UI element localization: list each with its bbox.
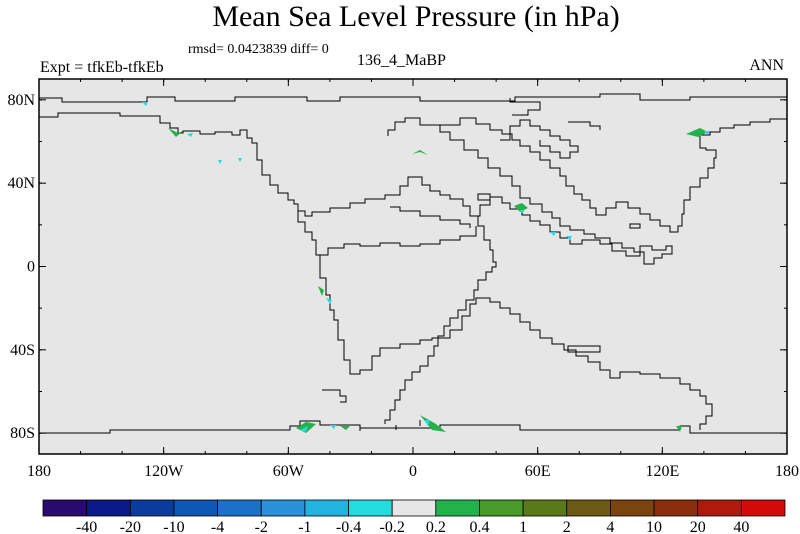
colorbar-label: 4 — [606, 519, 614, 534]
colorbar-label: -20 — [120, 519, 141, 534]
x-tick-label: 60E — [525, 463, 551, 480]
colorbar-swatch — [391, 499, 437, 517]
x-tick-label: 180 — [775, 463, 799, 480]
colorbar-swatch — [86, 499, 131, 517]
colorbar-swatch — [697, 499, 742, 517]
stats-label: rmsd= 0.0423839 diff= 0 — [188, 42, 329, 57]
colorbar-swatch — [435, 499, 480, 517]
map-background — [39, 79, 787, 454]
colorbar-swatch — [42, 499, 88, 517]
colorbar-label: 20 — [690, 519, 706, 534]
colorbar-label: -0.4 — [336, 519, 361, 534]
x-axis: 180 120W 60W 0 60E 120E 180 — [27, 79, 799, 480]
colorbar-swatch — [653, 499, 699, 517]
colorbar-swatch — [348, 499, 393, 517]
colorbar: -40 -20 -10 -4 -2 -1 -0.4 -0.2 0.2 0.4 1 2 4 10 20 40 — [42, 499, 786, 534]
season-label: ANN — [749, 57, 784, 74]
colorbar-swatch — [217, 499, 262, 517]
colorbar-swatch — [260, 499, 306, 517]
colorbar-label: -40 — [76, 519, 97, 534]
y-tick-label: 40N — [7, 175, 35, 192]
colorbar-swatch — [173, 499, 218, 517]
x-tick-label: 180 — [27, 463, 51, 480]
colorbar-label: 40 — [733, 519, 749, 534]
x-tick-label: 120W — [144, 463, 184, 480]
period-label: 136_4_MaBP — [357, 52, 446, 69]
x-tick-label: 120E — [645, 463, 679, 480]
colorbar-label: 2 — [563, 519, 571, 534]
colorbar-swatch — [610, 499, 655, 517]
y-tick-label: 40S — [10, 342, 35, 359]
colorbar-label: -10 — [163, 519, 184, 534]
experiment-label: Expt = tfkEb-tfkEb — [40, 59, 164, 76]
colorbar-label: 1 — [519, 519, 527, 534]
colorbar-label: -0.2 — [380, 519, 405, 534]
colorbar-swatch — [304, 499, 349, 517]
x-tick-label: 60W — [273, 463, 305, 480]
colorbar-swatch — [479, 499, 524, 517]
colorbar-label: 0.2 — [426, 519, 446, 534]
y-tick-label: 0 — [27, 259, 35, 276]
y-tick-label: 80N — [7, 92, 35, 109]
colorbar-label: 0.4 — [469, 519, 489, 534]
colorbar-swatch — [566, 499, 611, 517]
colorbar-swatch — [740, 499, 786, 517]
colorbar-swatch — [522, 499, 568, 517]
colorbar-label: -2 — [255, 519, 268, 534]
y-tick-label: 80S — [10, 425, 35, 442]
colorbar-label: -4 — [211, 519, 224, 534]
colorbar-label: 10 — [646, 519, 662, 534]
x-tick-label: 0 — [409, 463, 417, 480]
colorbar-label: -1 — [298, 519, 311, 534]
y-axis: 80N 40N 0 40S 80S — [7, 92, 787, 442]
anomaly-patches — [142, 102, 710, 433]
colorbar-swatch — [129, 499, 175, 517]
chart-title: Mean Sea Level Pressure (in hPa) — [212, 0, 619, 33]
